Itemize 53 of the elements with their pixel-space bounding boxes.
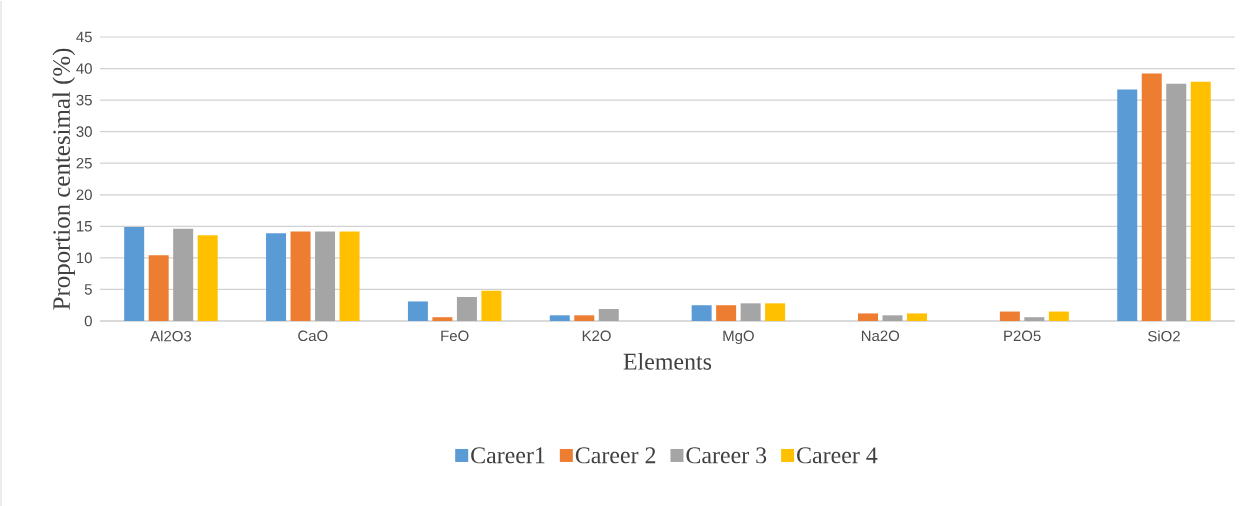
- bar: [148, 255, 169, 321]
- y-tick-label: 40: [76, 63, 92, 74]
- y-axis-title: Proportion centesimal (%): [52, 48, 76, 310]
- legend-label: Career 3: [686, 447, 767, 464]
- bar: [1048, 311, 1069, 321]
- bar: [407, 301, 428, 321]
- bar: [315, 231, 336, 321]
- bar: [598, 309, 619, 321]
- x-tick-label: CaO: [298, 330, 328, 342]
- x-tick-label: Na2O: [861, 330, 900, 342]
- bar: [290, 231, 311, 321]
- x-tick-label: SiO2: [1148, 330, 1180, 342]
- y-tick-label: 5: [84, 284, 92, 295]
- y-tick-label: 30: [76, 126, 92, 137]
- bar: [197, 235, 218, 321]
- bar: [999, 311, 1020, 321]
- y-tick-label: 35: [76, 94, 92, 106]
- y-tick-label: 15: [77, 221, 92, 232]
- y-tick-label: 20: [76, 189, 92, 201]
- bar: [124, 226, 145, 321]
- bar: [456, 297, 477, 321]
- bar: [882, 315, 903, 321]
- legend-label: Career 2: [575, 447, 656, 464]
- y-tick-label: 45: [76, 31, 92, 43]
- x-tick-label: Al2O3: [150, 330, 192, 342]
- legend-label: Career1: [471, 447, 545, 464]
- bar: [1024, 317, 1045, 321]
- bar: [481, 290, 502, 321]
- y-tick-label: 10: [77, 252, 92, 264]
- legend-label: Career 4: [797, 447, 878, 464]
- x-tick-label: FeO: [441, 330, 469, 342]
- bar: [1141, 73, 1162, 321]
- bar: [765, 303, 786, 321]
- bar: [574, 315, 595, 321]
- bar: [549, 315, 570, 321]
- bar: [1190, 81, 1211, 321]
- bar: [1117, 89, 1138, 321]
- x-tick-label: MgO: [723, 330, 754, 345]
- bar: [173, 228, 194, 321]
- bar: [907, 313, 928, 321]
- x-tick-label: K2O: [582, 330, 611, 342]
- bar: [716, 305, 737, 321]
- x-axis-title: Elements: [623, 352, 712, 370]
- bar: [432, 317, 453, 321]
- x-tick-label: P2O5: [1004, 330, 1041, 342]
- bar: [740, 303, 761, 321]
- y-tick-label: 25: [76, 157, 92, 169]
- bar: [339, 231, 360, 321]
- bar: [691, 305, 712, 321]
- bar: [1166, 83, 1187, 321]
- y-tick-label: 0: [84, 315, 92, 327]
- bar: [858, 313, 879, 321]
- bar: [266, 233, 287, 321]
